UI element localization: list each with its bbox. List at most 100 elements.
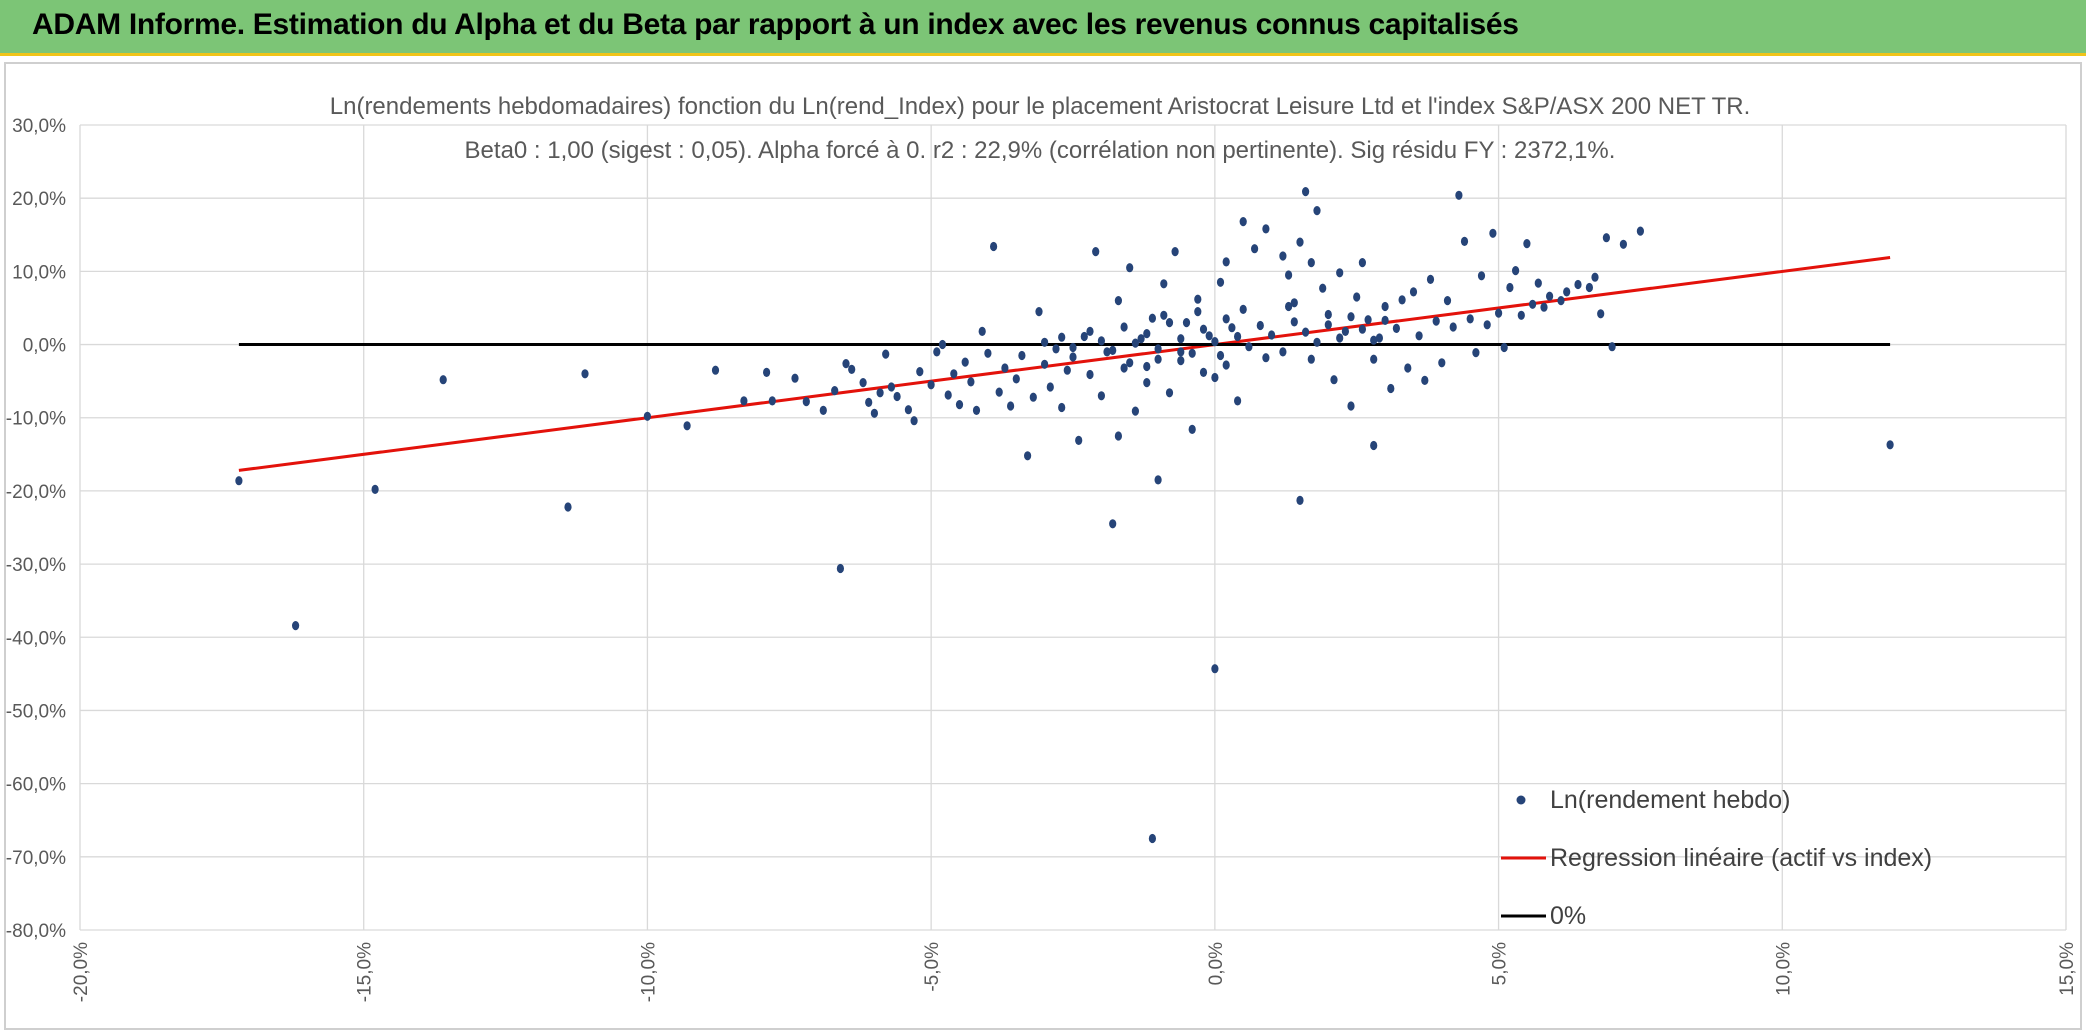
data-point	[1171, 247, 1179, 257]
line-layer	[238, 256, 1891, 472]
data-point	[910, 416, 918, 426]
data-point	[990, 241, 998, 252]
data-point	[683, 421, 691, 431]
data-point	[1211, 337, 1219, 347]
data-point	[1012, 374, 1020, 384]
data-point	[1234, 331, 1242, 342]
data-point	[1234, 396, 1242, 406]
data-point	[1109, 345, 1117, 355]
y-tick-label: -60,0%	[6, 775, 66, 796]
x-tick-label: 0,0%	[1206, 942, 1227, 985]
data-point	[1194, 307, 1202, 317]
x-tick-label: 5,0%	[1490, 942, 1511, 985]
data-point	[1137, 334, 1145, 344]
data-point	[1602, 233, 1610, 243]
report-banner: ADAM Informe. Estimation du Alpha et du …	[0, 0, 2086, 56]
data-point	[1358, 258, 1366, 268]
data-point	[1188, 348, 1196, 358]
data-point	[1029, 392, 1037, 402]
data-point	[1375, 333, 1383, 343]
data-point	[1194, 294, 1202, 304]
legend: Ln(rendement hebdo) Regression linéaire …	[1501, 786, 1932, 930]
x-tick-label: -10,0%	[638, 942, 659, 1002]
y-tick-label: -10,0%	[6, 409, 66, 430]
data-point	[1347, 312, 1355, 322]
data-point	[1313, 337, 1321, 347]
data-point	[292, 621, 300, 631]
data-point	[1591, 272, 1599, 282]
y-tick-label: -50,0%	[6, 701, 66, 722]
x-tick-label: -15,0%	[355, 942, 376, 1002]
data-point	[1546, 291, 1554, 301]
data-point	[1256, 320, 1264, 331]
data-point	[1574, 279, 1582, 290]
data-point	[1154, 354, 1162, 364]
data-point	[1290, 298, 1298, 308]
y-tick-label: 0,0%	[23, 336, 66, 357]
data-point	[836, 563, 845, 574]
data-point	[1126, 358, 1134, 368]
data-point	[1120, 363, 1128, 373]
data-point	[1114, 296, 1122, 306]
data-point	[1143, 378, 1151, 388]
data-point	[1262, 353, 1270, 363]
data-point	[1285, 270, 1293, 280]
data-point	[1426, 274, 1435, 284]
data-point	[1211, 372, 1219, 383]
data-point	[1347, 401, 1355, 411]
data-point	[1148, 313, 1156, 323]
point-layer	[235, 187, 1894, 844]
data-point	[1103, 347, 1111, 357]
data-point	[842, 359, 850, 369]
data-point	[1585, 282, 1593, 293]
data-point	[802, 397, 810, 407]
data-point	[1075, 435, 1083, 445]
data-point	[1324, 320, 1332, 330]
data-point	[1222, 257, 1230, 267]
data-point	[1477, 271, 1486, 281]
data-point	[944, 390, 952, 400]
data-point	[1636, 226, 1644, 236]
data-point	[1211, 664, 1219, 674]
data-point	[1472, 348, 1480, 358]
data-point	[1353, 292, 1361, 302]
data-point	[1251, 244, 1259, 254]
data-point	[1517, 310, 1525, 320]
data-point	[887, 382, 896, 392]
data-point	[1154, 475, 1162, 485]
data-point	[1307, 354, 1315, 364]
data-point	[1302, 187, 1310, 197]
data-point	[1097, 336, 1105, 346]
data-point	[950, 369, 958, 379]
data-point	[1597, 309, 1605, 319]
data-point	[961, 357, 969, 367]
regression-line	[238, 256, 1891, 472]
data-point	[819, 405, 827, 415]
data-point	[1296, 237, 1304, 247]
data-point	[1239, 304, 1247, 314]
data-point	[643, 411, 652, 421]
data-point	[1398, 295, 1406, 305]
data-point	[1495, 308, 1503, 318]
data-point	[995, 387, 1003, 397]
data-point	[1336, 333, 1344, 343]
data-point	[1131, 338, 1139, 348]
y-tick-label: 20,0%	[12, 189, 66, 210]
data-point	[933, 347, 941, 357]
chart-title: Ln(rendements hebdomadaires) fonction du…	[330, 93, 1751, 120]
data-point	[1534, 278, 1542, 288]
data-point	[1512, 266, 1520, 276]
data-point	[1109, 519, 1117, 529]
data-point	[1262, 224, 1270, 234]
data-point	[1290, 317, 1298, 327]
data-point	[1404, 363, 1412, 373]
data-point	[1619, 239, 1627, 249]
data-point	[1228, 323, 1236, 333]
data-point	[1500, 342, 1508, 353]
data-point	[1024, 451, 1032, 461]
data-point	[439, 375, 447, 385]
data-point	[1336, 268, 1344, 278]
data-point	[870, 408, 879, 418]
data-point	[1165, 318, 1174, 328]
